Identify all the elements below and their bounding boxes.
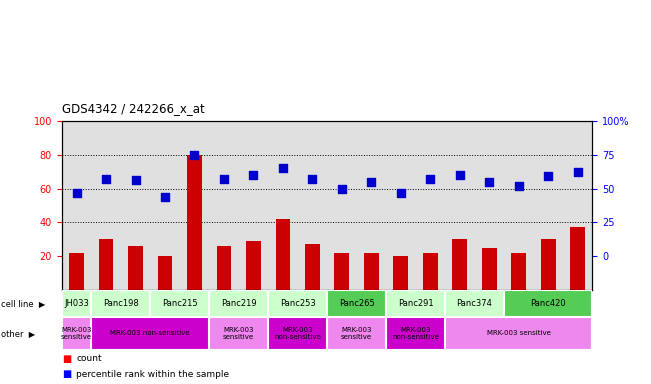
Bar — [91, 318, 208, 349]
Point — [278, 165, 288, 171]
Text: Panc253: Panc253 — [280, 299, 316, 308]
Bar — [504, 290, 591, 316]
Text: Panc198: Panc198 — [103, 299, 139, 308]
Bar — [150, 290, 208, 316]
Point — [396, 190, 406, 196]
Bar — [445, 290, 503, 316]
Text: MRK-003 sensitive: MRK-003 sensitive — [487, 330, 551, 336]
Bar — [268, 318, 326, 349]
Bar — [305, 244, 320, 290]
Bar — [128, 246, 143, 290]
Bar — [62, 318, 90, 349]
Bar — [275, 219, 290, 290]
Text: Panc219: Panc219 — [221, 299, 256, 308]
Bar — [445, 318, 591, 349]
Bar — [158, 256, 173, 290]
Bar — [423, 253, 437, 290]
Point — [543, 173, 553, 179]
Bar — [217, 246, 231, 290]
Text: MRK-003
non-sensitive: MRK-003 non-sensitive — [274, 327, 321, 339]
Text: ■: ■ — [62, 369, 71, 379]
Bar — [327, 290, 385, 316]
Point — [337, 185, 347, 192]
Point — [572, 169, 583, 175]
Point — [514, 183, 524, 189]
Point — [189, 152, 200, 158]
Text: MRK-003
non-sensitive: MRK-003 non-sensitive — [392, 327, 439, 339]
Bar — [541, 239, 555, 290]
Bar — [482, 248, 497, 290]
Text: ■: ■ — [62, 354, 71, 364]
Bar — [99, 239, 113, 290]
Text: Panc420: Panc420 — [531, 299, 566, 308]
Text: MRK-003
sensitive: MRK-003 sensitive — [223, 327, 255, 339]
Point — [219, 176, 229, 182]
Point — [130, 177, 141, 184]
Point — [159, 194, 170, 200]
Text: count: count — [76, 354, 102, 363]
Bar — [187, 155, 202, 290]
Bar — [246, 241, 261, 290]
Bar — [209, 290, 267, 316]
Bar — [386, 318, 444, 349]
Text: GDS4342 / 242266_x_at: GDS4342 / 242266_x_at — [62, 102, 204, 115]
Bar — [452, 239, 467, 290]
Bar — [327, 318, 385, 349]
Text: cell line  ▶: cell line ▶ — [1, 299, 45, 308]
Bar — [209, 318, 267, 349]
Text: Panc215: Panc215 — [162, 299, 197, 308]
Point — [72, 190, 82, 196]
Point — [248, 172, 258, 178]
Bar — [62, 290, 90, 316]
Bar — [386, 290, 444, 316]
Point — [366, 179, 376, 185]
Point — [101, 176, 111, 182]
Bar — [393, 256, 408, 290]
Text: other  ▶: other ▶ — [1, 329, 35, 338]
Text: percentile rank within the sample: percentile rank within the sample — [76, 369, 229, 379]
Bar — [268, 290, 326, 316]
Point — [425, 176, 436, 182]
Point — [307, 176, 318, 182]
Text: JH033: JH033 — [64, 299, 89, 308]
Bar — [570, 227, 585, 290]
Point — [454, 172, 465, 178]
Text: Panc374: Panc374 — [456, 299, 492, 308]
Text: MRK-003
sensitive: MRK-003 sensitive — [341, 327, 372, 339]
Bar — [364, 253, 379, 290]
Text: MRK-003 non-sensitive: MRK-003 non-sensitive — [111, 330, 190, 336]
Point — [484, 179, 495, 185]
Text: MRK-003
sensitive: MRK-003 sensitive — [61, 327, 92, 339]
Bar — [511, 253, 526, 290]
Bar — [91, 290, 149, 316]
Bar — [69, 253, 84, 290]
Text: Panc265: Panc265 — [339, 299, 374, 308]
Text: Panc291: Panc291 — [398, 299, 434, 308]
Bar — [335, 253, 349, 290]
